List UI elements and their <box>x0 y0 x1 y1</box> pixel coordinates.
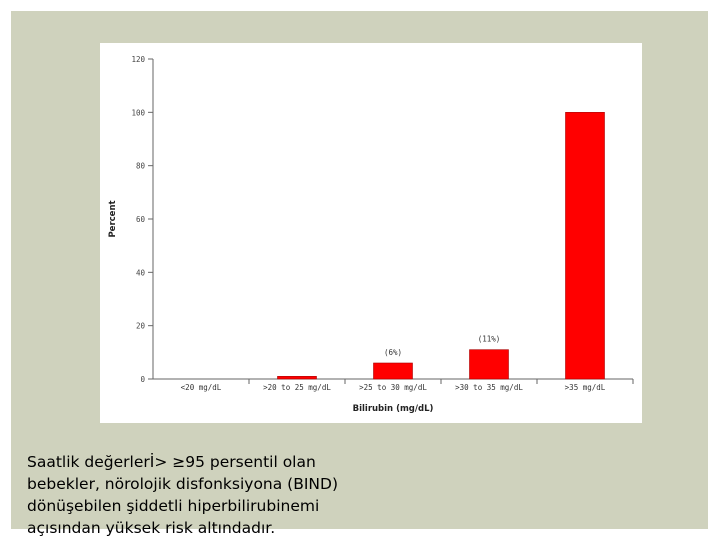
y-tick-label: 40 <box>136 268 146 277</box>
slide-background: 0 20 40 60 80 100 120 <20 mg/dL >20 to 25 mg/dL >… <box>11 11 708 537</box>
caption-line-1: Saatlik değerlerİ> ≥95 persentil olan <box>27 453 316 471</box>
y-tick-label: 20 <box>136 322 146 331</box>
x-axis-title: Bilirubin (mg/dL) <box>353 404 434 414</box>
y-tick-label: 100 <box>131 108 145 117</box>
y-tick-label: 80 <box>136 162 146 171</box>
y-axis-title: Percent <box>108 200 118 237</box>
bar-3 <box>373 362 413 380</box>
x-category-label: >20 to 25 mg/dL <box>263 383 331 392</box>
bar-5 <box>565 112 605 380</box>
bar-chart: 0 20 40 60 80 100 120 <20 mg/dL >20 to 25 mg/dL >… <box>108 55 634 414</box>
x-category-label: <20 mg/dL <box>181 383 222 392</box>
caption-text: Saatlik değerlerİ> ≥95 persentil olan be… <box>27 451 387 539</box>
x-category-label: >30 to 35 mg/dL <box>455 383 523 392</box>
caption-line-3: dönüşebilen şiddetli hiperbilirubinemi <box>27 497 320 515</box>
x-category-label: >25 to 30 mg/dL <box>359 383 427 392</box>
y-tick-label: 120 <box>131 55 145 64</box>
y-tick-label: 60 <box>136 215 146 224</box>
caption-line-2: bebekler, nörolojik disfonksiyona (BIND) <box>27 475 338 493</box>
bar-4 <box>469 349 509 380</box>
x-category-label: >35 mg/dL <box>565 383 606 392</box>
bar-data-label: (11%) <box>478 335 501 344</box>
bar-data-label: (6%) <box>384 348 402 357</box>
bar-2 <box>277 376 317 380</box>
chart-panel: 0 20 40 60 80 100 120 <20 mg/dL >20 to 25 mg/dL >… <box>100 43 642 423</box>
caption-line-4: açısından yüksek risk altındadır. <box>27 519 276 537</box>
y-tick-label: 0 <box>140 375 145 384</box>
